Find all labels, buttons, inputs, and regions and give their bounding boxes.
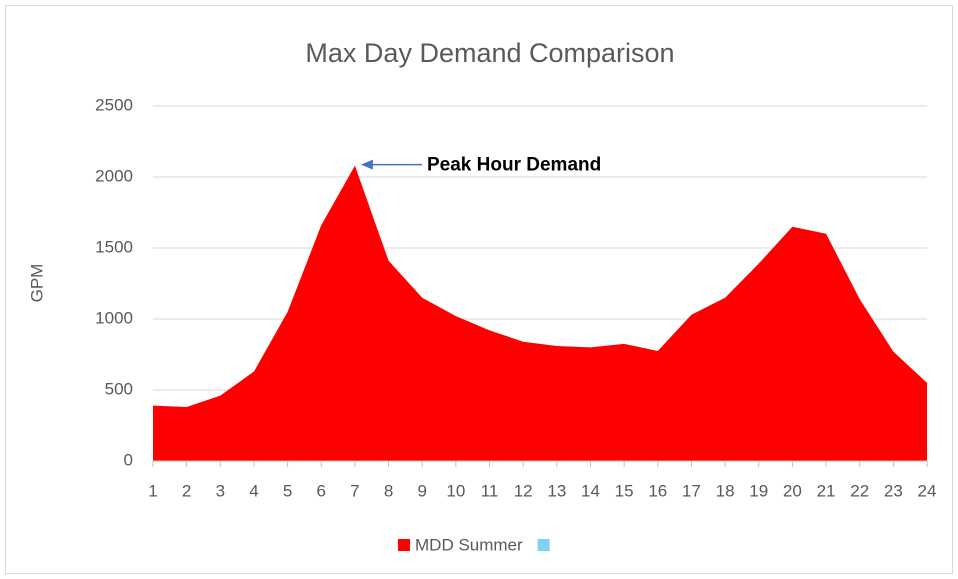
x-tick-label: 1 xyxy=(148,481,157,500)
x-tick-label: 15 xyxy=(615,481,634,500)
x-tick-label: 13 xyxy=(547,481,566,500)
y-tick-label: 500 xyxy=(105,379,133,398)
legend-swatch xyxy=(398,539,410,551)
x-tick-label: 20 xyxy=(783,481,802,500)
x-tick-label: 4 xyxy=(249,481,258,500)
area xyxy=(153,165,927,461)
y-tick-label: 2500 xyxy=(95,95,133,114)
x-tick-label: 5 xyxy=(283,481,292,500)
y-tick-label: 1500 xyxy=(95,237,133,256)
chart-title: Max Day Demand Comparison xyxy=(305,38,674,68)
x-tick-label: 12 xyxy=(514,481,533,500)
x-tick-label: 21 xyxy=(817,481,836,500)
x-tick-label: 14 xyxy=(581,481,600,500)
y-axis-label: GPM xyxy=(27,264,46,303)
x-tick-label: 10 xyxy=(446,481,465,500)
x-tick-label: 19 xyxy=(749,481,768,500)
x-tick-label: 18 xyxy=(716,481,735,500)
x-tick-label: 3 xyxy=(216,481,225,500)
x-tick-label: 7 xyxy=(350,481,359,500)
x-tick-label: 8 xyxy=(384,481,393,500)
x-tick-label: 17 xyxy=(682,481,701,500)
x-tick-label: 22 xyxy=(850,481,869,500)
x-tick-label: 2 xyxy=(182,481,191,500)
x-tick-label: 16 xyxy=(648,481,667,500)
x-tick-label: 9 xyxy=(417,481,426,500)
y-tick-label: 2000 xyxy=(95,166,133,185)
legend-swatch xyxy=(537,539,550,551)
y-tick-label: 1000 xyxy=(95,308,133,327)
annotation-arrowhead xyxy=(360,159,373,170)
x-tick-label: 11 xyxy=(481,481,499,500)
x-tick-label: 6 xyxy=(317,481,326,500)
x-tick-label: 24 xyxy=(918,481,937,500)
x-tick-label: 23 xyxy=(884,481,903,500)
annotation-text: Peak Hour Demand xyxy=(427,155,601,176)
legend-label: MDD Summer xyxy=(415,535,523,554)
y-tick-label: 0 xyxy=(124,450,133,469)
